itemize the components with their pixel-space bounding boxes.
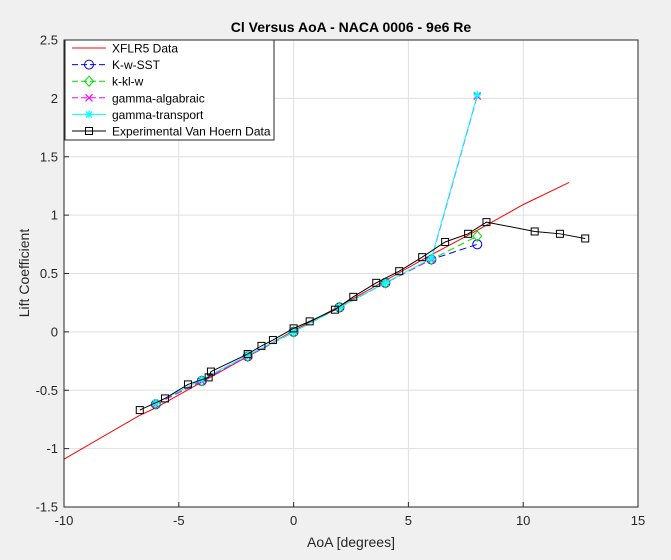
- legend-entry-label: k-kl-w: [112, 75, 144, 89]
- legend-swatch-marker: [85, 127, 93, 135]
- data-point: [257, 341, 266, 350]
- series-5: [135, 218, 590, 415]
- legend-swatch-marker: [85, 110, 93, 119]
- data-point: [395, 267, 404, 276]
- legend-entry-label: Experimental Van Hoern Data: [112, 125, 271, 139]
- data-point: [243, 350, 252, 359]
- data-point: [464, 229, 473, 238]
- data-point: [206, 367, 215, 376]
- data-point: [372, 278, 381, 287]
- legend: XFLR5 Data K-w-SST k-kl-w gamma-algabraic ga…: [64, 39, 275, 141]
- y-tick-label: -1: [46, 441, 58, 456]
- y-tick-label: 0: [51, 324, 58, 339]
- data-point: [581, 234, 590, 243]
- x-tick-label: -5: [173, 513, 185, 528]
- data-point: [349, 292, 358, 301]
- series-layer: [63, 90, 590, 460]
- x-tick-label: 15: [631, 513, 645, 528]
- data-point: [381, 278, 390, 287]
- data-point: [472, 239, 483, 250]
- x-tick-label: -10: [55, 513, 74, 528]
- data-point: [418, 253, 427, 262]
- y-axis-label: Lift Coefficient: [16, 229, 32, 318]
- y-tick-label: -0.5: [36, 383, 58, 398]
- chart-title: Cl Versus AoA - NACA 0006 - 9e6 Re: [231, 19, 472, 35]
- data-point: [473, 90, 482, 99]
- y-tick-label: 2.5: [40, 33, 58, 48]
- data-point: [243, 351, 252, 360]
- legend-entry-label: gamma-transport: [112, 108, 204, 122]
- data-point: [441, 237, 450, 246]
- legend-entry-label: K-w-SST: [112, 58, 161, 72]
- legend-box: [64, 39, 275, 141]
- data-point: [530, 227, 539, 236]
- y-tick-label: 1.5: [40, 149, 58, 164]
- data-point: [427, 254, 436, 263]
- legend-entry-label: gamma-algabraic: [112, 91, 205, 105]
- x-tick-label: 5: [405, 513, 412, 528]
- legend-swatch-marker: [83, 75, 95, 87]
- data-point: [135, 406, 144, 415]
- y-tick-label: 0.5: [40, 266, 58, 281]
- legend-swatch-marker: [84, 59, 94, 70]
- legend-swatch-marker: [85, 93, 93, 102]
- x-tick-label: 0: [290, 513, 297, 528]
- y-tick-label: 1: [51, 208, 58, 223]
- data-point: [555, 229, 564, 238]
- data-point: [335, 303, 344, 312]
- data-point: [268, 336, 277, 345]
- data-point: [472, 230, 483, 242]
- data-point: [330, 305, 339, 314]
- ticks: -10 -5 0 5 10 15 -1.5 -1 -0.5 0 0.5 1 1.5 2 2.5: [36, 33, 646, 529]
- x-axis-label: AoA [degrees]: [307, 534, 395, 550]
- y-tick-label: -1.5: [36, 500, 58, 515]
- y-tick-label: 2: [51, 91, 58, 106]
- data-point: [161, 394, 170, 403]
- x-tick-label: 10: [516, 513, 530, 528]
- data-point: [305, 317, 314, 326]
- data-point: [482, 218, 491, 227]
- data-point: [204, 373, 213, 382]
- data-point: [183, 380, 192, 389]
- data-point: [289, 324, 298, 333]
- legend-entry-label: XFLR5 Data: [112, 42, 178, 56]
